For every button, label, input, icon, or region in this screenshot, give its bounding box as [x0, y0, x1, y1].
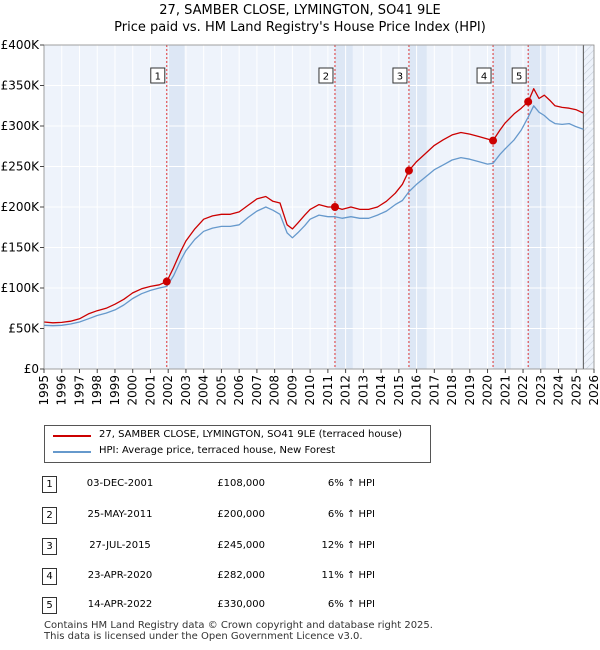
- sale-hpi-diff: 12% ↑ HPI: [321, 540, 375, 551]
- sale-date: 03-DEC-2001: [86, 478, 154, 489]
- table-row: 3 27-JUL-2015 £245,000 12% ↑ HPI: [0, 538, 600, 558]
- x-tick-label: 2006: [232, 375, 246, 406]
- sale-number-box: [318, 67, 334, 84]
- sale-point: [489, 136, 498, 145]
- sale-date: 27-JUL-2015: [89, 540, 151, 551]
- sale-date: 25-MAY-2011: [87, 509, 153, 520]
- y-tick-label: £400K: [1, 38, 41, 52]
- x-tick-label: 2024: [552, 375, 566, 406]
- y-tick-label: £200K: [1, 200, 41, 214]
- sale-price: £108,000: [217, 478, 265, 489]
- legend-swatch-red: [53, 435, 91, 437]
- y-tick-label: £100K: [1, 281, 41, 295]
- chart-title: 27, SAMBER CLOSE, LYMINGTON, SO41 9LE: [159, 3, 441, 18]
- x-tick-label: 2010: [303, 375, 317, 406]
- x-tick-label: 2007: [250, 375, 264, 406]
- sale-number-label: 5: [516, 72, 522, 83]
- y-tick-label: £350K: [1, 79, 41, 93]
- x-tick-label: 2016: [410, 375, 424, 406]
- chart-subtitle: Price paid vs. HM Land Registry's House …: [114, 20, 486, 35]
- footer-copyright: Contains HM Land Registry data © Crown c…: [44, 620, 433, 631]
- table-row: 1 03-DEC-2001 £108,000 6% ↑ HPI: [0, 476, 600, 496]
- x-tick-label: 2011: [321, 375, 335, 406]
- sale-number-badge: 1: [42, 476, 57, 493]
- sale-number-badge: 2: [42, 507, 57, 524]
- x-tick-label: 2023: [534, 375, 548, 406]
- sale-date: 23-APR-2020: [87, 570, 153, 581]
- sale-point: [330, 203, 339, 211]
- footer-license: This data is licensed under the Open Gov…: [44, 631, 363, 642]
- table-row: 4 23-APR-2020 £282,000 11% ↑ HPI: [0, 568, 600, 588]
- x-tick-label: 2012: [339, 375, 353, 406]
- sale-number-box: [392, 67, 408, 84]
- x-tick-label: 2005: [214, 375, 228, 406]
- sale-hpi-diff: 6% ↑ HPI: [327, 478, 375, 489]
- x-tick-label: 1998: [90, 375, 104, 406]
- x-tick-label: 2004: [197, 375, 211, 406]
- x-tick-label: 2000: [126, 375, 140, 406]
- sale-point: [404, 166, 413, 175]
- sale-number-badge: 5: [42, 597, 57, 614]
- x-tick-label: 2014: [374, 375, 388, 406]
- x-tick-label: 2022: [516, 375, 530, 406]
- sale-hpi-diff: 11% ↑ HPI: [321, 570, 375, 581]
- x-tick-label: 1997: [72, 375, 86, 406]
- x-tick-label: 2001: [143, 375, 157, 406]
- x-tick-label: 2008: [268, 375, 282, 406]
- x-tick-label: 2017: [427, 375, 441, 406]
- price-chart: 1 2 3 4 5 £0 £50K £100K £150K £200K £250K £300K £350…: [1, 38, 600, 406]
- x-tick-label: 2026: [587, 375, 600, 406]
- series-line-hpi: [43, 105, 584, 327]
- legend: 27, SAMBER CLOSE, LYMINGTON, SO41 9LE (t…: [44, 425, 431, 463]
- sale-number-label: 2: [323, 72, 329, 83]
- legend-label-property: 27, SAMBER CLOSE, LYMINGTON, SO41 9LE (t…: [99, 429, 403, 440]
- sale-number-box: [511, 67, 527, 84]
- y-tick-label: £50K: [8, 322, 40, 336]
- sale-price: £282,000: [217, 570, 265, 581]
- y-tick-label: £150K: [1, 241, 41, 255]
- sale-number-label: 4: [481, 72, 487, 83]
- sale-number-badge: 3: [42, 538, 57, 555]
- sale-point: [162, 277, 171, 286]
- sale-price: £200,000: [217, 509, 265, 520]
- x-tick-label: 2020: [481, 375, 495, 406]
- x-tick-label: 2002: [161, 375, 175, 406]
- sale-hpi-diff: 6% ↑ HPI: [327, 599, 375, 610]
- series-line-property: [43, 88, 584, 324]
- sale-number-box: [150, 67, 166, 84]
- y-tick-label: £250K: [1, 160, 41, 174]
- x-tick-label: 2013: [356, 375, 370, 406]
- legend-swatch-blue: [53, 451, 91, 453]
- sale-number-label: 1: [155, 72, 161, 83]
- x-tick-label: 1996: [55, 375, 69, 406]
- sale-price: £330,000: [217, 599, 265, 610]
- y-tick-label: £300K: [1, 119, 41, 133]
- x-tick-label: 2003: [179, 375, 193, 406]
- sale-hpi-diff: 6% ↑ HPI: [327, 509, 375, 520]
- sale-price: £245,000: [217, 540, 265, 551]
- sale-number-badge: 4: [42, 568, 57, 585]
- x-tick-label: 2019: [463, 375, 477, 406]
- sale-number-box: [476, 67, 492, 84]
- legend-label-hpi: HPI: Average price, terraced house, New …: [99, 445, 336, 456]
- x-tick-label: 2025: [569, 375, 583, 406]
- sale-point: [524, 97, 533, 106]
- x-tick-label: 1995: [37, 375, 51, 406]
- x-tick-label: 2021: [498, 375, 512, 406]
- table-row: 5 14-APR-2022 £330,000 6% ↑ HPI: [0, 597, 600, 617]
- x-tick-label: 2015: [392, 375, 406, 406]
- x-tick-label: 2018: [445, 375, 459, 406]
- y-tick-label: £0: [24, 362, 39, 376]
- sale-number-label: 3: [397, 72, 403, 83]
- x-tick-label: 2009: [285, 375, 299, 406]
- table-row: 2 25-MAY-2011 £200,000 6% ↑ HPI: [0, 507, 600, 527]
- x-tick-label: 1999: [108, 375, 122, 406]
- sale-date: 14-APR-2022: [87, 599, 153, 610]
